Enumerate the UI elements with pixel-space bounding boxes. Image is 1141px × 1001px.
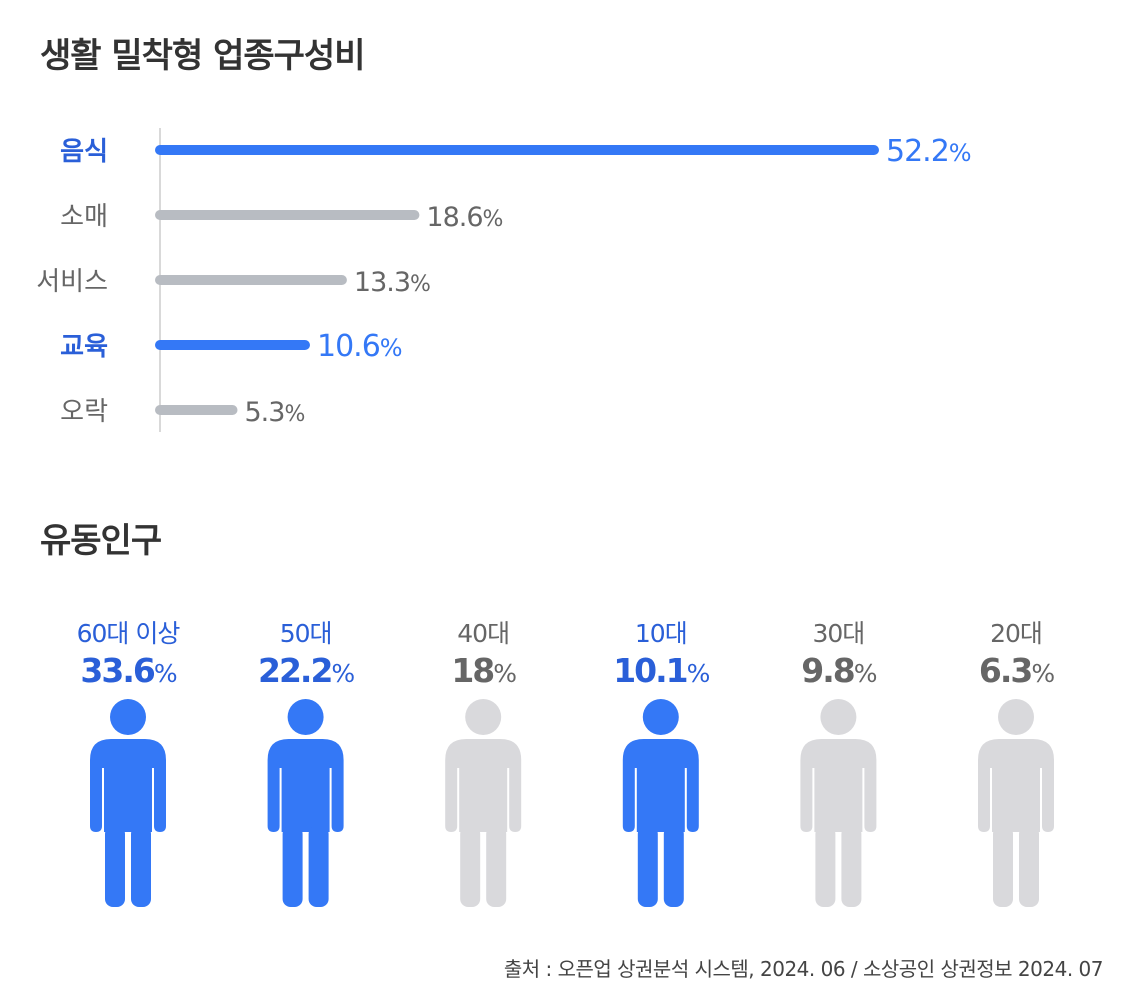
industry-chart-title: 생활 밀착형 업종구성비 xyxy=(40,36,365,76)
age-group-label: 20대 xyxy=(990,619,1042,648)
bar-category-label: 소매 xyxy=(60,202,108,232)
bar-category-label: 서비스 xyxy=(36,267,108,297)
bar-value-label: 52.2% xyxy=(886,134,971,169)
person-icon xyxy=(978,699,1054,907)
bar-value-label: 13.3% xyxy=(354,267,430,298)
industry-bar-chart: 음식 52.2% 소매 18.6% 서비스 13.3% 교육 10.6% 오락 5.3% xyxy=(36,128,972,432)
age-group-label: 40대 xyxy=(457,619,509,648)
source-note: 출처 : 오픈업 상권분석 시스템, 2024. 06 / 소상공인 상권정보 … xyxy=(503,957,1104,981)
person-icon xyxy=(90,699,166,907)
age-group-value: 22.2% xyxy=(258,651,354,690)
age-group-value: 9.8% xyxy=(801,651,876,690)
bar-category-label: 음식 xyxy=(60,137,108,167)
bar-value-label: 10.6% xyxy=(317,329,402,364)
population-chart-title: 유동인구 xyxy=(40,521,162,561)
age-group-label: 60대 이상 xyxy=(77,619,181,648)
bar-category-label: 오락 xyxy=(60,397,108,427)
age-group-value: 6.3% xyxy=(979,651,1054,690)
person-icon xyxy=(800,699,877,907)
bar-value-label: 5.3% xyxy=(244,397,304,428)
age-group-value: 10.1% xyxy=(613,651,709,690)
age-group-label: 10대 xyxy=(635,619,687,648)
bar-value-label: 18.6% xyxy=(426,202,502,233)
age-group-label: 50대 xyxy=(280,619,332,648)
person-icon xyxy=(267,699,344,907)
age-group-label: 30대 xyxy=(812,619,864,648)
bar-category-label: 교육 xyxy=(60,332,108,362)
person-icon xyxy=(445,699,522,907)
person-icon xyxy=(622,699,699,907)
age-group-value: 18% xyxy=(451,651,516,690)
age-group-value: 33.6% xyxy=(80,651,176,690)
